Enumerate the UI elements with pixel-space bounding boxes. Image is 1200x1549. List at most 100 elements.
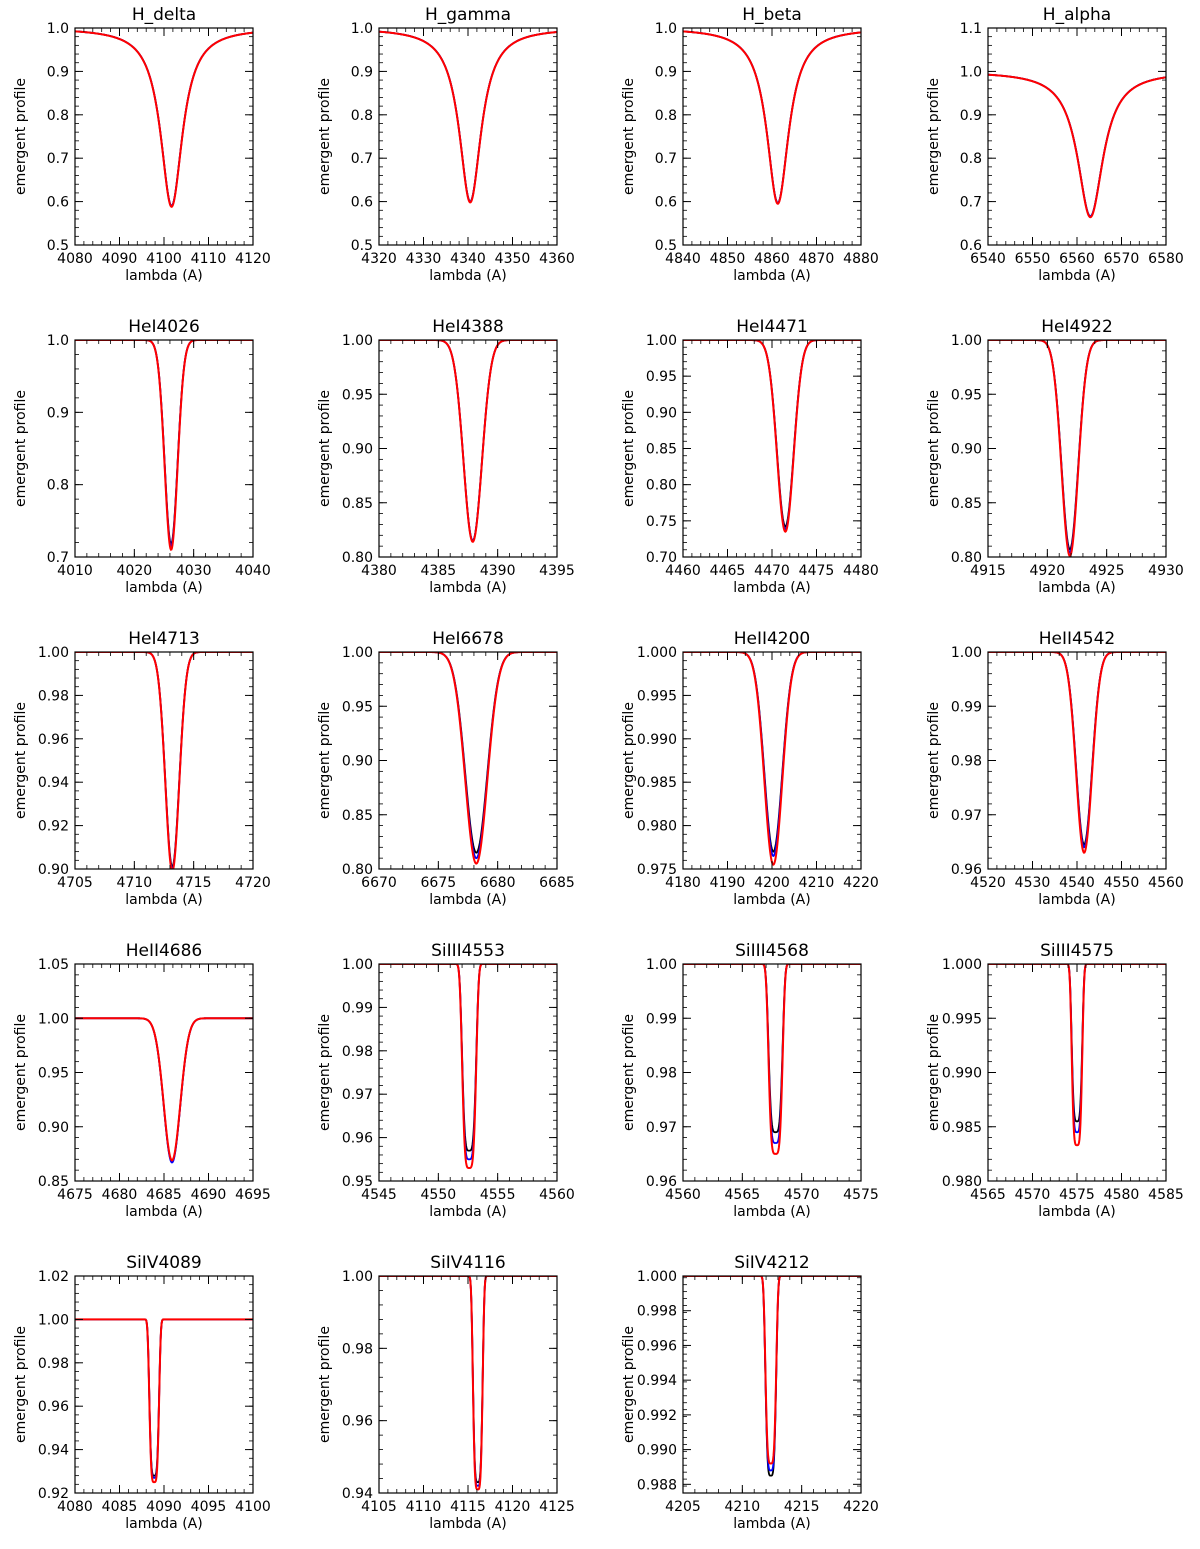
y-tick-label: 0.90 [38,862,69,878]
panel-title: HeI4388 [432,317,504,337]
y-axis-label: emergent profile [13,1014,29,1131]
x-tick-label: 4555 [480,1187,516,1203]
y-tick-label: 0.7 [655,151,677,167]
x-axis-label: lambda (A) [1038,580,1115,596]
y-tick-label: 1.000 [637,645,677,661]
y-tick-label: 0.96 [342,1414,373,1430]
plot-frame [987,651,1167,870]
panel-title: HeII4686 [126,941,203,961]
x-tick-label: 4120 [235,251,271,267]
plot-frame [378,651,558,870]
x-tick-label: 4210 [725,1499,761,1515]
y-tick-label: 0.8 [47,478,69,494]
y-axis-label: emergent profile [317,1014,333,1131]
plot-frame [74,651,254,870]
x-axis-label: lambda (A) [125,892,202,908]
y-tick-label: 0.9 [351,64,373,80]
x-tick-label: 4100 [235,1499,271,1515]
y-tick-label: 0.7 [351,151,373,167]
y-tick-label: 0.92 [38,819,69,835]
x-tick-label: 4710 [117,875,153,891]
y-tick-label: 0.996 [637,1338,677,1354]
series-line-2 [683,652,861,866]
y-axis-label: emergent profile [317,702,333,819]
y-tick-label: 0.90 [342,442,373,458]
x-tick-label: 4110 [191,251,227,267]
x-tick-label: 4090 [102,251,138,267]
x-tick-label: 4360 [539,251,575,267]
panel-title: HeII4200 [734,629,811,649]
x-axis-label: lambda (A) [733,1516,810,1532]
y-tick-label: 0.98 [951,754,982,770]
y-axis-label: emergent profile [13,1326,29,1443]
x-tick-label: 4545 [361,1187,397,1203]
y-tick-label: 0.80 [342,550,373,566]
plot-frame [682,1275,862,1494]
x-tick-label: 6675 [421,875,457,891]
y-tick-label: 0.97 [951,808,982,824]
series-line-0 [988,652,1166,846]
x-axis-label: lambda (A) [429,580,506,596]
panel-title: H_gamma [425,5,511,25]
y-axis-label: emergent profile [926,78,942,195]
x-tick-label: 4570 [784,1187,820,1203]
panel-h-delta: H_delta 4080 4090 4100 4110 4120 0.5 0.6 0.7 0.8 0… [13,5,271,284]
x-tick-label: 4120 [495,1499,531,1515]
x-tick-label: 4580 [1104,1187,1140,1203]
x-tick-label: 4090 [146,1499,182,1515]
x-tick-label: 4690 [191,1187,227,1203]
x-axis-label: lambda (A) [1038,892,1115,908]
y-tick-label: 0.80 [951,550,982,566]
y-tick-label: 0.96 [38,1399,69,1415]
series-line-1 [75,30,253,207]
y-axis-label: emergent profile [13,702,29,819]
series-line-1 [988,340,1166,554]
panel-title: SiIV4116 [430,1253,505,1273]
x-tick-label: 4200 [754,875,790,891]
x-tick-label: 4475 [799,563,835,579]
x-tick-label: 4125 [539,1499,575,1515]
series-line-1 [683,652,861,857]
x-tick-label: 4715 [176,875,212,891]
y-tick-label: 0.998 [637,1304,677,1320]
x-axis-label: lambda (A) [125,580,202,596]
panel-title: HeI4471 [736,317,808,337]
y-tick-label: 0.8 [960,151,982,167]
x-axis-label: lambda (A) [1038,268,1115,284]
x-tick-label: 4395 [539,563,575,579]
x-axis-label: lambda (A) [429,268,506,284]
y-tick-label: 1.00 [646,333,677,349]
x-axis-label: lambda (A) [733,892,810,908]
series-line-2 [379,30,557,204]
x-tick-label: 4085 [102,1499,138,1515]
x-tick-label: 4380 [361,563,397,579]
y-axis-label: emergent profile [317,78,333,195]
x-tick-label: 4105 [361,1499,397,1515]
y-tick-label: 1.00 [38,1312,69,1328]
y-tick-label: 0.94 [342,1486,373,1502]
y-tick-label: 0.98 [342,1044,373,1060]
x-tick-label: 4080 [57,1499,93,1515]
x-tick-label: 4385 [421,563,457,579]
y-tick-label: 0.5 [655,238,677,254]
panel-hei6678: HeI6678 6670 6675 6680 6685 0.80 0.85 0.90 0.95 1… [317,629,575,908]
y-tick-label: 0.97 [342,1087,373,1103]
y-tick-label: 0.980 [637,819,677,835]
y-tick-label: 0.98 [646,1066,677,1082]
series-line-1 [988,652,1166,849]
y-axis-label: emergent profile [13,78,29,195]
x-tick-label: 4190 [710,875,746,891]
panel-hei4026: HeI4026 4010 4020 4030 4040 0.7 0.8 0.9 1.0 lambd… [13,317,271,596]
panel-title: HeI4026 [128,317,200,337]
y-tick-label: 0.9 [655,64,677,80]
y-tick-label: 0.92 [38,1486,69,1502]
y-tick-label: 0.94 [38,775,69,791]
x-tick-label: 4115 [450,1499,486,1515]
x-tick-label: 4080 [57,251,93,267]
y-axis-label: emergent profile [621,702,637,819]
x-tick-label: 4030 [176,563,212,579]
series-line-2 [75,30,253,208]
series-line-0 [75,1318,253,1477]
series-line-1 [988,964,1166,1134]
